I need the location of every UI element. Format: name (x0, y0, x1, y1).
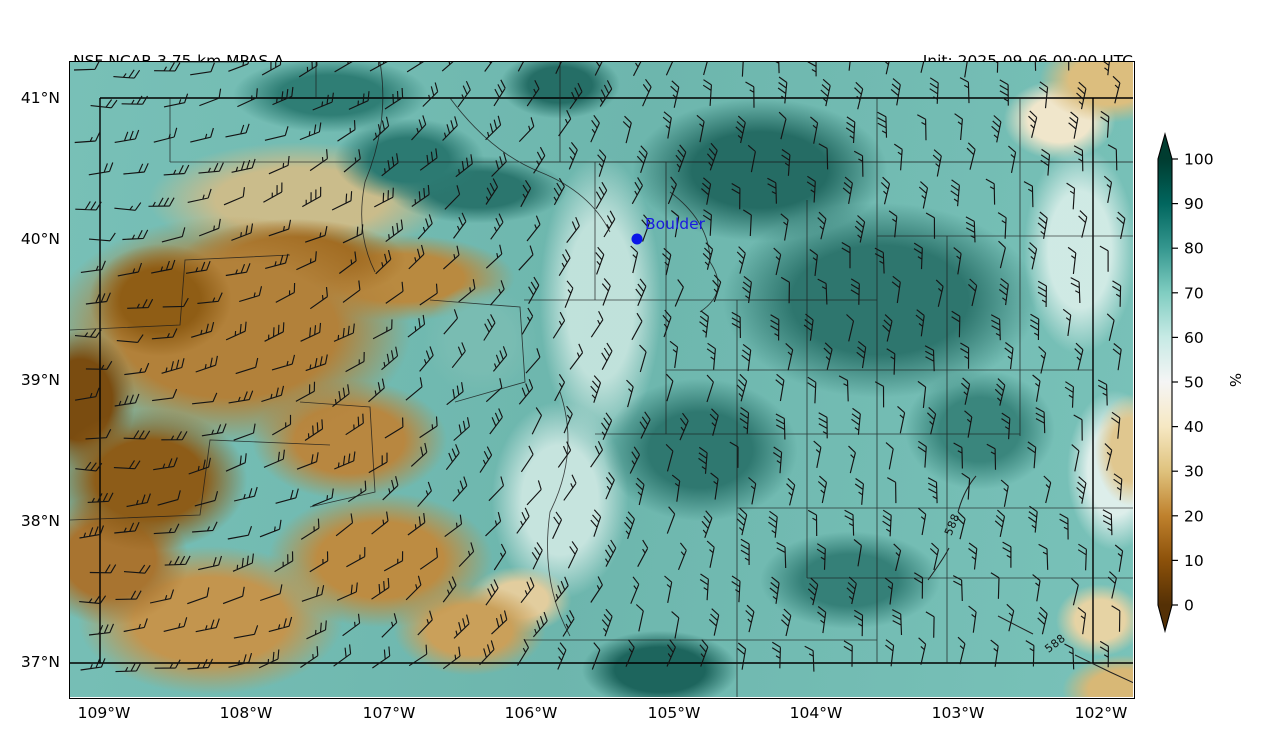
map-plot: Boulder 588 588 (69, 61, 1135, 699)
x-tick-label: 105°W (647, 704, 701, 722)
colorbar-extend-bottom (1158, 605, 1172, 631)
wind-barbs (73, 62, 1126, 673)
colorbar-tick-label: 90 (1184, 195, 1204, 213)
colorbar: 0 10 20 30 40 50 60 70 80 90 100 (1157, 131, 1214, 634)
y-tick-label: 37°N (20, 653, 60, 671)
colorbar-tick-label: 50 (1184, 374, 1204, 392)
colorbar-tick-label: 40 (1184, 418, 1204, 436)
y-tick-label: 39°N (20, 371, 60, 389)
colorbar-unit-label: % (1226, 372, 1245, 388)
x-tick-label: 108°W (219, 704, 273, 722)
colorbar-tick-label: 0 (1184, 597, 1194, 615)
map-overlay (70, 62, 1133, 697)
boulder-marker-dot (631, 233, 643, 245)
colorbar-tick-label: 60 (1184, 329, 1204, 347)
colorbar-tick-label: 10 (1184, 552, 1204, 570)
x-tick-label: 107°W (362, 704, 416, 722)
state-borders (70, 97, 1133, 664)
colorbar-ticks (1172, 158, 1178, 606)
colorbar-tick-labels: 0 10 20 30 40 50 60 70 80 90 100 (1184, 151, 1214, 615)
colorbar-tick-label: 70 (1184, 284, 1204, 302)
y-tick-label: 38°N (20, 512, 60, 530)
x-tick-label: 103°W (931, 704, 985, 722)
y-tick-label: 40°N (20, 230, 60, 248)
y-tick-label: 41°N (20, 89, 60, 107)
colorbar-tick-label: 30 (1184, 463, 1204, 481)
boulder-city-label: Boulder (645, 215, 705, 233)
colorbar-extend-top (1158, 134, 1172, 159)
colorbar-tick-label: 80 (1184, 240, 1204, 258)
height-contours (927, 475, 1133, 684)
colorbar-tick-label: 20 (1184, 507, 1204, 525)
x-tick-label: 104°W (789, 704, 843, 722)
colorbar-tick-label: 100 (1184, 151, 1214, 169)
x-tick-label: 106°W (504, 704, 558, 722)
x-tick-label: 109°W (77, 704, 131, 722)
colorbar-gradient (1158, 159, 1172, 605)
x-tick-label: 102°W (1074, 704, 1128, 722)
